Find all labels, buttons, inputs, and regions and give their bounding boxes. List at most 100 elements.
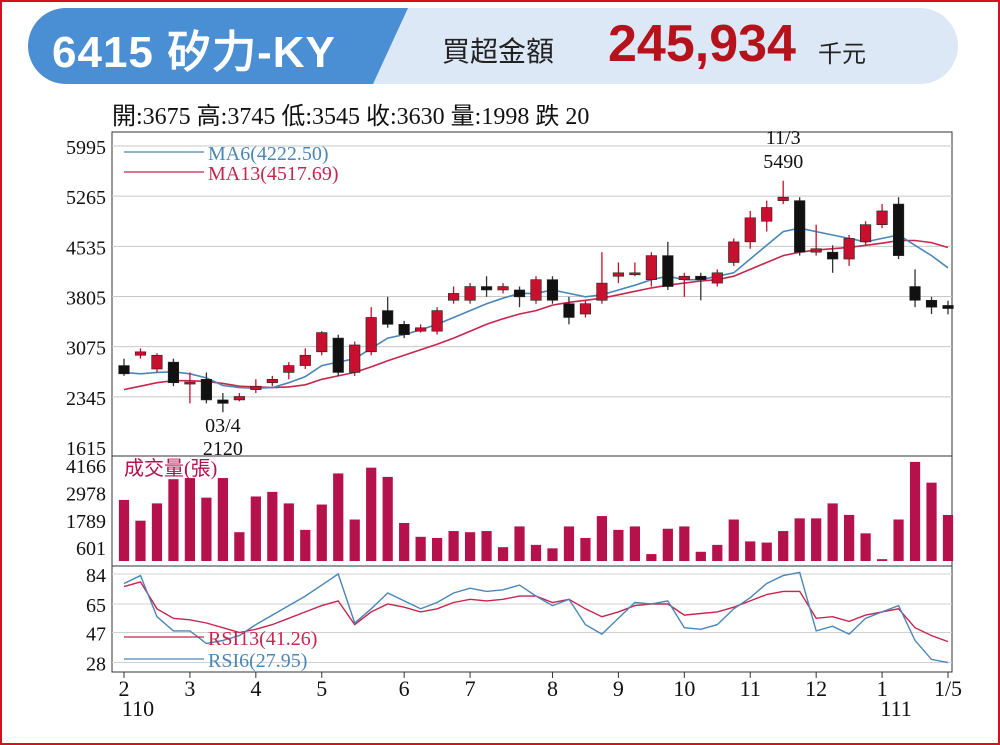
price-tick-label: 5995 [66,137,106,159]
volume-bar [827,503,838,561]
candle-down [480,286,493,291]
stock-title-tab [28,8,408,84]
volume-bar [316,504,327,561]
volume-bar [135,520,146,561]
volume-bar [168,479,179,561]
volume-bar [464,532,476,561]
candle-down [546,279,559,301]
volume-bar [761,542,772,561]
rsi-tick-label: 47 [86,623,106,645]
candle-down [382,310,394,325]
candle-up [415,327,427,332]
volume-bar [415,536,426,561]
volume-bar [778,531,789,561]
x-tick-label: 3 [184,676,195,701]
candle-up [777,196,789,201]
peak-date-label: 11/3 [766,127,801,149]
x-tick-label: 8 [547,676,558,701]
rsi13-legend: RSI13(41.26) [208,628,317,650]
volume-bar [399,522,410,561]
candle-up [349,344,361,373]
volume-bar [300,529,311,561]
volume-bar [580,537,591,561]
rsi6-legend: RSI6(27.95) [208,650,307,672]
volume-bar [497,547,509,561]
volume-bar [860,533,871,561]
x-tick-label: 6 [399,676,410,701]
candle-up [151,354,163,370]
candle-up [299,354,311,366]
volume-bar [481,531,492,561]
candle-up [711,272,723,284]
volume-bar [794,518,805,561]
candle-up [728,241,740,263]
x-tick-label: 12 [805,676,827,701]
x-tick-label: 7 [465,676,476,701]
price-tick-label: 1615 [66,438,106,460]
peak-value-label: 5490 [763,151,803,173]
candle-up [810,248,822,253]
volume-bar [745,541,756,561]
volume-bar [811,518,822,561]
candle-up [316,332,328,353]
candle-up [744,217,756,243]
volume-bar [250,496,261,561]
candle-up [365,317,377,353]
candle-down [695,275,707,280]
x-tick-label: 5 [316,676,327,701]
candle-up [184,381,196,385]
volume-bar [217,478,228,561]
candle-up [250,385,262,390]
volume-bar [876,559,888,561]
volume-bar [118,499,130,561]
net-buy-value: 245,934 [608,15,796,73]
rsi6-line [123,571,949,664]
volume-bar [893,519,904,561]
net-buy-label: 買超金額 [442,35,555,68]
candle-down [794,200,806,253]
volume-tick-label: 601 [76,538,106,560]
volume-bar [366,467,377,561]
candle-up [678,275,690,280]
plot-border [111,131,953,673]
volume-bar [184,478,196,561]
price-tick-label: 2345 [66,388,106,410]
candle-up [530,279,542,301]
volume-bar [530,544,542,561]
candle-up [596,282,608,301]
volume-bar [728,519,739,561]
volume-bar [283,503,294,561]
volume-bar [514,526,525,561]
candle-down [200,379,212,401]
volume-bar [432,537,443,561]
candle-up [645,255,657,280]
volume-bar [201,497,212,561]
x-tick-label: 9 [613,676,624,701]
volume-bar [679,526,690,561]
ohlc-summary: 開:3675 高:3745 低:3545 收:3630 量:1998 跌 20 [112,104,590,130]
trough-value-label: 2120 [203,438,243,460]
candle-up [448,293,460,301]
ma13-legend: MA13(4517.69) [208,163,339,185]
volume-bar [596,516,608,561]
candle-down [217,399,229,404]
candle-down [909,286,921,301]
volume-bar [629,526,640,561]
candle-up [464,286,476,301]
candle-down [167,361,180,384]
price-tick-label: 4535 [66,237,106,259]
volume-bar [926,482,937,561]
ma6-line [123,227,949,390]
candle-up [283,365,295,373]
volume-bar [844,514,855,561]
volume-tick-label: 1789 [66,511,106,533]
volume-bar [547,548,558,561]
candle-down [513,289,526,298]
candle-up [629,272,641,276]
volume-bar [662,528,673,561]
candle-down [925,299,938,308]
x-tick-label: 2 [119,676,130,701]
volume-bar [712,544,723,561]
volume-bar [613,529,624,561]
